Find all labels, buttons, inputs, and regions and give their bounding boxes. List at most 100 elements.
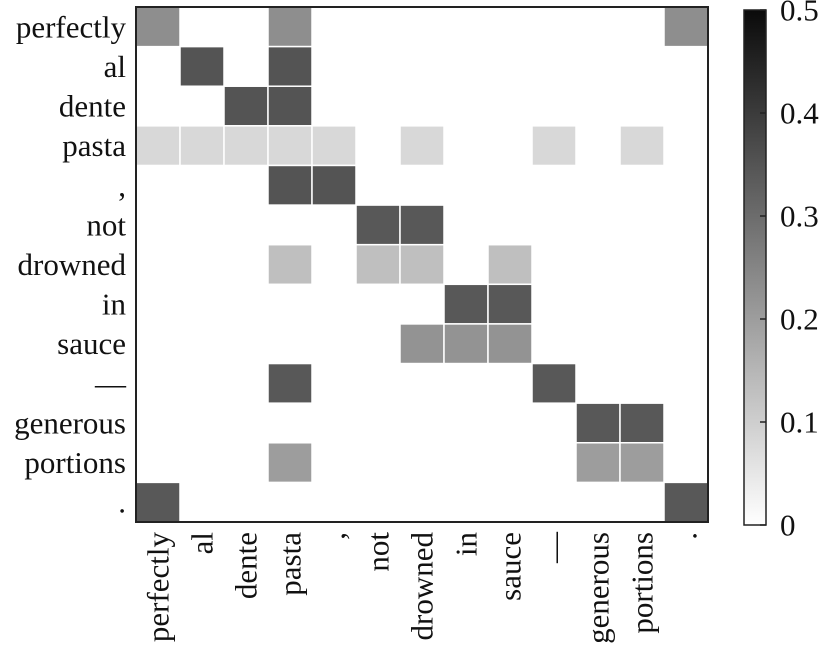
heatmap-cell: [488, 86, 532, 126]
heatmap-cell: [400, 442, 444, 483]
x-tick-label: perfectly: [141, 532, 176, 643]
heatmap-cell: [532, 165, 576, 206]
heatmap-cell: [620, 284, 664, 324]
heatmap-cell: [488, 205, 532, 245]
y-axis-labels: perfectly al dente pasta, not drowned in sauce —…: [14, 9, 127, 519]
heatmap-cell: [443, 323, 489, 365]
heatmap-cell: [136, 442, 180, 483]
heatmap-cell: [267, 85, 313, 127]
heatmap-cell: [180, 323, 224, 364]
heatmap-cell: [224, 323, 268, 364]
heatmap-cell: [532, 403, 576, 443]
x-tick-label: —: [537, 531, 572, 564]
heatmap-cell: [576, 86, 620, 126]
heatmap-cell: [312, 284, 356, 324]
heatmap-cell: [224, 403, 268, 443]
heatmap-cell: [620, 205, 664, 245]
heatmap-cell: [180, 244, 224, 285]
y-tick-label: portions: [24, 445, 126, 480]
heatmap-cell: [444, 244, 488, 285]
heatmap-cell: [532, 7, 576, 47]
heatmap-cell: [267, 6, 313, 48]
heatmap-cell: [356, 7, 400, 47]
heatmap-cell: [180, 205, 224, 245]
y-tick-label: —: [94, 366, 127, 401]
heatmap-cell: [223, 85, 269, 127]
heatmap-cell: [619, 125, 665, 167]
heatmap-cell: [267, 362, 313, 404]
colorbar-tick-label: 0.4: [780, 96, 819, 131]
heatmap-cell: [224, 363, 268, 404]
heatmap-cell: [224, 442, 268, 483]
heatmap-cell: [532, 86, 576, 126]
x-tick-label: .: [669, 532, 704, 540]
heatmap-cell: [312, 363, 356, 404]
x-tick-label: drowned: [405, 532, 440, 641]
x-tick-label: al: [185, 532, 220, 554]
heatmap-cell: [620, 244, 664, 285]
heatmap-cell: [268, 205, 312, 245]
heatmap-cell: [400, 7, 444, 47]
heatmap-cell: [224, 7, 268, 47]
heatmap-cell: [400, 482, 444, 522]
x-tick-label: not: [361, 532, 396, 572]
heatmap-cell: [268, 323, 312, 364]
heatmap-cell: [532, 284, 576, 324]
heatmap-cell: [488, 125, 532, 166]
heatmap-cell: [487, 283, 533, 325]
heatmap-cell: [620, 323, 664, 364]
heatmap-cell: [356, 442, 400, 483]
heatmap-cell: [356, 323, 400, 364]
heatmap-cell: [224, 482, 268, 522]
heatmap-cell: [312, 482, 356, 522]
colorbar-tick-label: 0: [780, 508, 796, 543]
heatmap-cell: [575, 442, 621, 484]
heatmap-cell: [532, 244, 576, 285]
heatmap-cell: [356, 125, 400, 166]
heatmap-cell: [399, 125, 445, 167]
heatmap-cell: [180, 442, 224, 483]
heatmap-cell: [444, 125, 488, 166]
heatmap-cell: [399, 204, 445, 246]
heatmap-cell: [356, 165, 400, 206]
heatmap-cell: [444, 86, 488, 126]
heatmap-cell: [532, 205, 576, 245]
heatmap-cell: [135, 481, 181, 523]
heatmap-cell: [180, 403, 224, 443]
heatmap-cell: [444, 205, 488, 245]
heatmap-cell: [267, 164, 313, 206]
heatmap-cell: [312, 403, 356, 443]
heatmap-cell: [312, 205, 356, 245]
heatmap-cell: [531, 125, 577, 167]
heatmap-cell: [488, 46, 532, 87]
x-tick-label: dente: [229, 532, 264, 599]
x-tick-label: pasta: [273, 532, 308, 596]
heatmap-cell: [487, 323, 533, 365]
heatmap-cell: [223, 125, 269, 167]
heatmap-cells: [135, 6, 709, 523]
heatmap-cell: [224, 165, 268, 206]
heatmap-cell: [664, 46, 708, 87]
heatmap-cell: [664, 165, 708, 206]
heatmap-cell: [488, 165, 532, 206]
heatmap-cell: [267, 442, 313, 484]
heatmap-cell: [620, 165, 664, 206]
heatmap-cell: [619, 442, 665, 484]
heatmap-cell: [664, 323, 708, 364]
heatmap-cell: [268, 403, 312, 443]
heatmap-cell: [311, 164, 357, 206]
heatmap-cell: [224, 205, 268, 245]
heatmap-cell: [311, 125, 357, 167]
colorbar-gradient: [743, 9, 767, 526]
y-tick-label: pasta: [62, 128, 126, 163]
heatmap-cell: [312, 86, 356, 126]
heatmap-cell: [136, 284, 180, 324]
colorbar-tick-label: 0.3: [780, 199, 819, 234]
plot-frame: [135, 6, 709, 523]
y-tick-label: dente: [59, 89, 126, 124]
heatmap-cell: [312, 244, 356, 285]
heatmap-cell: [531, 362, 577, 404]
heatmap-cell: [664, 363, 708, 404]
heatmap-cell: [180, 165, 224, 206]
